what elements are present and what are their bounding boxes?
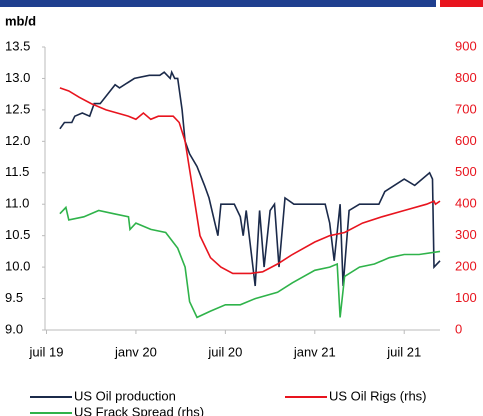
legend-label: US Oil Rigs (rhs) <box>329 388 427 403</box>
y2-tick-label: 400 <box>455 196 477 211</box>
series-line <box>59 87 441 275</box>
y2-tick-label: 500 <box>455 164 477 179</box>
series-line <box>59 205 441 319</box>
legend-label: US Frack Spread (rhs) <box>74 404 204 416</box>
y2-tick-label: 800 <box>455 70 477 85</box>
y2-tick-label: 0 <box>455 321 462 336</box>
y-tick-label: 10.0 <box>5 259 30 274</box>
y-tick-label: 9.0 <box>5 321 23 336</box>
series-line <box>59 69 441 287</box>
y-unit-label: mb/d <box>5 13 36 28</box>
y-tick-label: 13.0 <box>5 70 30 85</box>
y2-tick-label: 300 <box>455 227 477 242</box>
y-tick-label: 9.5 <box>5 290 23 305</box>
header-bar <box>0 0 436 7</box>
y-tick-label: 11.5 <box>5 164 29 179</box>
y-tick-label: 10.5 <box>5 227 30 242</box>
x-tick-label: juil 21 <box>386 344 421 359</box>
y2-tick-label: 100 <box>455 290 477 305</box>
x-tick-label: juil 19 <box>29 344 64 359</box>
y2-tick-label: 600 <box>455 133 477 148</box>
x-tick-label: janv 20 <box>114 344 157 359</box>
y-tick-label: 13.5 <box>5 38 30 53</box>
y-tick-label: 11.0 <box>5 196 29 211</box>
x-tick-label: juil 20 <box>207 344 242 359</box>
y2-tick-label: 200 <box>455 259 477 274</box>
legend-label: US Oil production <box>74 388 176 403</box>
y-tick-label: 12.0 <box>5 133 30 148</box>
y2-tick-label: 900 <box>455 38 477 53</box>
x-tick-label: janv 21 <box>293 344 336 359</box>
header-accent <box>440 0 483 7</box>
y2-tick-label: 700 <box>455 101 477 116</box>
y-tick-label: 12.5 <box>5 101 30 116</box>
